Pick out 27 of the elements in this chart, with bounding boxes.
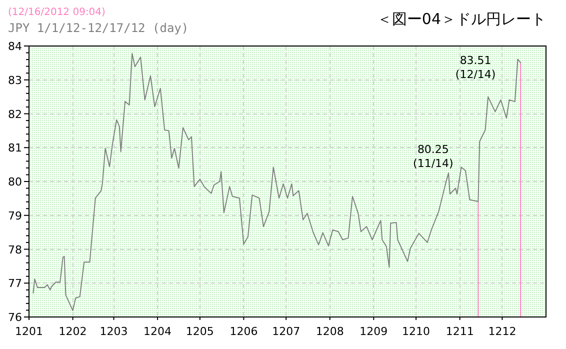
x-tick-label: 1210 [402,325,430,338]
annotation: 80.25 (11/14) [413,143,454,170]
y-tick-label: 78 [8,243,22,256]
x-tick-label: 1201 [15,325,43,338]
y-tick-label: 80 [8,176,22,188]
x-tick-label: 1204 [144,325,172,338]
line-series [32,52,522,312]
y-tick-label: 76 [8,311,22,324]
annotation: 83.51 (12/14) [455,54,496,81]
x-tick-label: 1207 [272,325,300,338]
chart-title: ＜図ー04＞ドル円レート [376,10,546,28]
y-tick-label: 84 [8,40,22,53]
x-tick-label: 1205 [186,325,214,338]
x-tick-label: 1206 [230,325,258,338]
chart-subtitle: JPY 1/1/12-12/17/12 (day) [8,21,189,35]
y-tick-label: 79 [8,209,22,222]
x-tick-label: 1203 [100,325,128,338]
y-tick-label: 83 [8,74,22,87]
x-tick-label: 1202 [58,325,87,338]
x-tick-label: 1209 [360,325,388,338]
y-tick-label: 81 [8,142,22,155]
y-tick-label: 82 [8,108,22,121]
y-tick-label: 77 [8,277,22,290]
x-tick-label: 1212 [488,325,516,338]
x-tick-label: 1211 [446,325,474,338]
text: (12/16/2012 09:04) [8,7,106,18]
x-tick-label: 1208 [316,325,344,338]
